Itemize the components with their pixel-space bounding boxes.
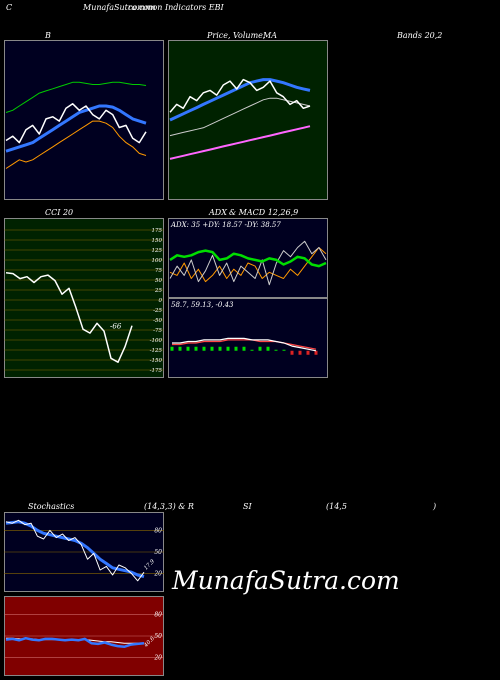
macd-readout: 58.7, 59.13, -0.43 [171, 301, 234, 309]
y-tick-label: -150 [150, 358, 163, 364]
y-tick-label: 20 [153, 655, 162, 662]
upper-band-line [5, 81, 147, 113]
histogram-bar [306, 350, 310, 355]
y-tick-label: 80 [154, 611, 162, 618]
histogram-bar [234, 346, 238, 351]
histogram-bar [194, 346, 198, 351]
histogram-bar [186, 346, 190, 351]
stoch-title: Stochastics [28, 502, 75, 511]
histogram-bar [274, 349, 278, 351]
histogram-bar [250, 349, 254, 351]
y-tick-label: 175 [152, 228, 163, 234]
rsi-line [5, 636, 145, 649]
macd-title: & MACD 12,26,9 [229, 208, 299, 217]
y-tick-label: -50 [153, 318, 162, 324]
y-tick-label: -175 [150, 368, 163, 374]
y-tick-label: 150 [152, 238, 163, 244]
y-tick-label: 50 [154, 549, 162, 556]
y-tick-label: -75 [153, 328, 162, 334]
percent-d-line [5, 520, 145, 578]
bollinger-chart [4, 40, 164, 200]
histogram-bar [210, 346, 214, 351]
middle-band-line [5, 104, 147, 153]
price-line [169, 78, 311, 113]
lower-band-line [5, 120, 147, 169]
y-tick-label: -125 [150, 348, 163, 354]
adx-line [169, 249, 327, 268]
cci-title: CCI 20 [45, 208, 74, 217]
bollinger-title: B [45, 31, 51, 40]
histogram-bar [282, 349, 286, 351]
histogram-bar [178, 346, 182, 351]
histogram-bar [170, 346, 174, 351]
adx-title: ADX [209, 208, 227, 217]
minus-di-line [169, 247, 327, 283]
y-tick-label: 50 [155, 278, 162, 284]
histogram-bar [258, 346, 262, 351]
macd-chart: 58.7, 59.13, -0.43 [168, 298, 328, 378]
macd-line [172, 337, 317, 352]
price-ma-chart [168, 40, 328, 200]
cci-chart: 175 150 125 100 75 50 25 0 -25 -50 -75 -100 -125 -150… [4, 218, 164, 378]
y-tick-label: 80 [154, 527, 162, 534]
rsi-params: (14,5 [326, 502, 347, 511]
histogram-bar [290, 350, 294, 355]
histogram-bar [218, 346, 222, 351]
histogram-bar [226, 346, 230, 351]
indicators-text: common Indicators EBI [128, 3, 224, 12]
y-tick-label: 20 [153, 571, 162, 578]
volume-title: Volume, [233, 31, 266, 40]
histogram-bar [242, 346, 246, 351]
price-title: Price, [207, 31, 231, 40]
histogram-bar [266, 346, 270, 351]
y-tick-label: 125 [152, 248, 163, 254]
rsi-title: SI [243, 502, 252, 511]
price-line [5, 103, 147, 144]
site-text: MunafaSutra.com [83, 3, 156, 12]
y-tick-label: 75 [155, 268, 162, 274]
ma-fast-line [169, 78, 311, 122]
y-tick-label: -25 [153, 308, 162, 314]
watermark: MunafaSutra.com [172, 566, 400, 595]
histogram-bar [202, 346, 206, 351]
percent-k-line [5, 519, 145, 582]
last-value-label: -66 [110, 323, 122, 331]
y-tick-label: 100 [152, 258, 163, 264]
y-tick-label: 50 [154, 633, 162, 640]
ma-slow-line [169, 125, 311, 160]
signal-line [172, 339, 317, 350]
plus-di-line [169, 240, 327, 286]
stoch-params: (14,3,3) & R [144, 502, 194, 511]
cci-line [5, 272, 133, 363]
adx-readout: ADX: 35 +DY: 18.57 -DY: 38.57 [170, 221, 281, 229]
histogram-bar [298, 350, 302, 355]
adx-chart: ADX: 35 +DY: 18.57 -DY: 38.57 [168, 218, 328, 298]
c-label: C [6, 3, 13, 12]
rsi-close: ) [433, 502, 437, 511]
ma-title: MA [263, 31, 277, 40]
bands-title: Bands 20,2 [397, 31, 443, 40]
y-tick-label: -100 [150, 338, 163, 344]
y-tick-label: 25 [154, 288, 162, 294]
histogram-bar [314, 350, 318, 355]
y-tick-label: 0 [159, 298, 163, 304]
